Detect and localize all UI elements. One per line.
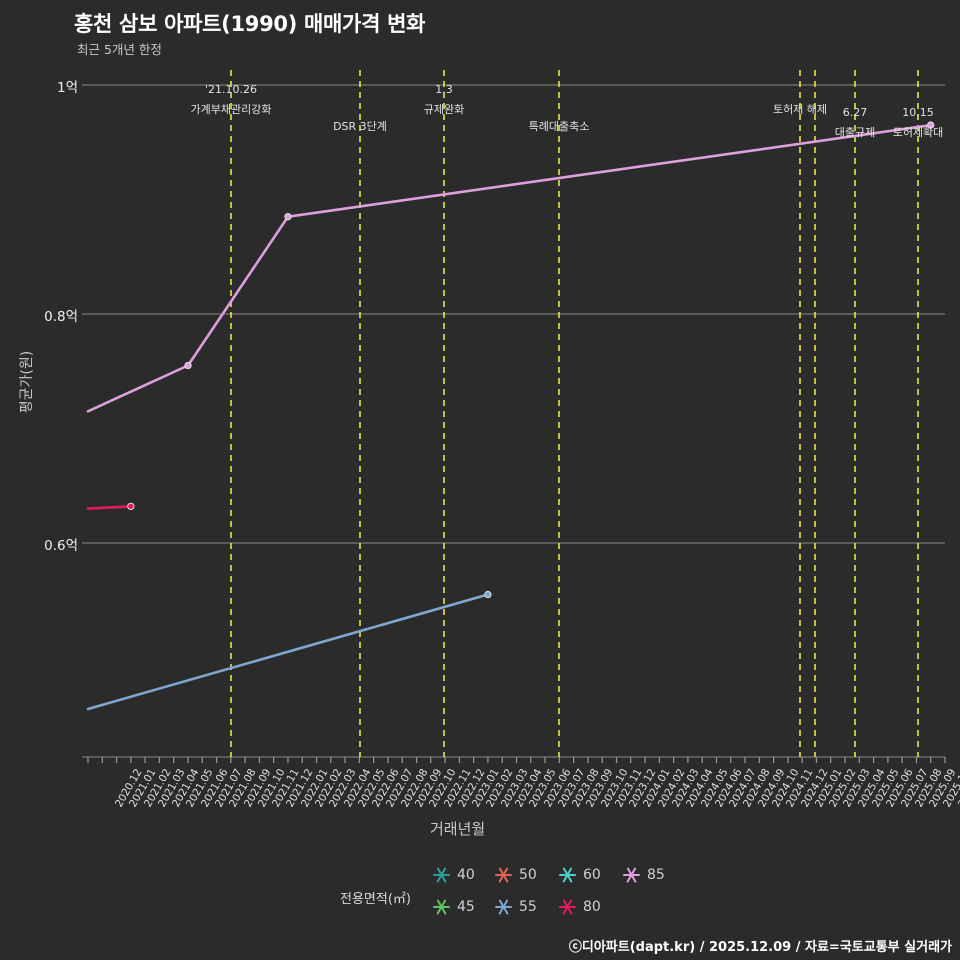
series-point-85 [184, 361, 192, 370]
event-date-label: 10.15 [902, 106, 934, 119]
legend-marker-icon [622, 866, 640, 884]
legend-item-80[interactable]: 80 [558, 898, 601, 916]
event-name-label: 가계부채관리강화 [190, 103, 272, 116]
legend-item-40[interactable]: 40 [432, 866, 475, 884]
legend-title: 전용면적(㎡) [340, 892, 411, 907]
legend-marker-icon [558, 898, 576, 916]
event-name-label: 규제완화 [423, 103, 465, 116]
series-point-85 [284, 213, 292, 221]
x-axis-label: 거래년월 [430, 820, 486, 838]
legend-marker-icon [494, 898, 512, 916]
series-point-80 [127, 502, 135, 511]
event-name-label: DSR 3단계 [333, 120, 387, 133]
legend-item-60[interactable]: 60 [558, 866, 601, 884]
legend-item-label: 40 [457, 867, 475, 883]
y-axis-label: 평균가(원) [19, 350, 35, 414]
event-name-label: 토허제확대 [892, 126, 944, 139]
legend-marker-icon [558, 866, 576, 884]
event-date-label: 6.27 [842, 106, 868, 119]
legend-item-label: 45 [457, 899, 475, 915]
series-line-55 [86, 593, 490, 711]
series-line-85 [86, 123, 932, 413]
event-date-label: '21.10.26 [204, 83, 258, 96]
legend-item-label: 85 [647, 867, 665, 883]
event-name-label: 대출규제 [834, 126, 876, 139]
footer-credit: ⓒ디아파트(dapt.kr) / 2025.12.09 / 자료=국토교통부 실… [568, 940, 952, 955]
legend-marker-icon [432, 866, 450, 884]
series-point-85 [927, 121, 935, 129]
page-subtitle: 최근 5개년 한정 [77, 42, 162, 57]
legend-item-45[interactable]: 45 [432, 898, 475, 916]
event-name-label: 토허제 해제 [772, 103, 828, 116]
legend-item-label: 80 [583, 899, 601, 915]
legend-marker-icon [494, 866, 512, 884]
y-tick-label: 0.6억 [44, 538, 78, 554]
series-point-55 [484, 590, 492, 599]
event-name-label: 특례대출축소 [528, 120, 590, 133]
legend-item-label: 60 [583, 867, 601, 883]
series-line-80 [86, 505, 133, 510]
legend-item-label: 55 [519, 899, 537, 915]
page-title: 홍천 삼보 아파트(1990) 매매가격 변화 [74, 12, 426, 36]
legend-item-55[interactable]: 55 [494, 898, 537, 916]
legend-item-label: 50 [519, 867, 537, 883]
event-date-label: 1.3 [435, 83, 453, 96]
legend-marker-icon [432, 898, 450, 916]
legend-item-85[interactable]: 85 [622, 866, 665, 884]
y-tick-label: 0.8억 [44, 309, 78, 325]
y-tick-label: 1억 [56, 80, 78, 96]
legend-item-50[interactable]: 50 [494, 866, 537, 884]
